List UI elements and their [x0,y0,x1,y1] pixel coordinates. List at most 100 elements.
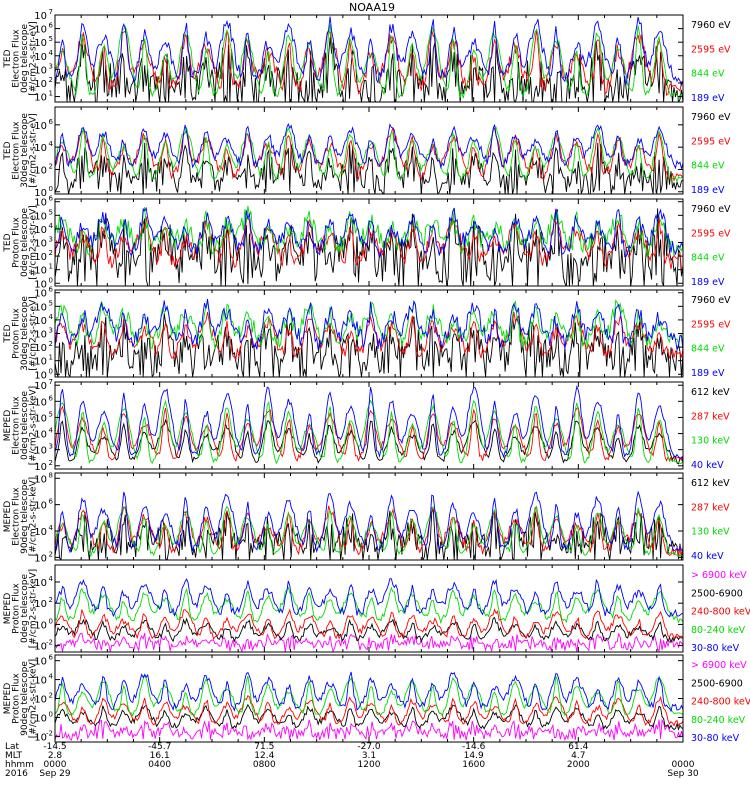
y-axis-label-line: MEPED [3,683,13,715]
y-tick-label: 10 [34,239,47,250]
y-tick-label: 10 [34,695,47,706]
y-tick-exponent: 2 [49,76,53,84]
y-axis-label-line: [#/cm2-s-str-eV] [29,296,39,371]
legend-label: 844 eV [691,253,725,264]
y-tick-label: 10 [34,121,47,132]
y-tick-label: 10 [34,370,47,381]
legend-label: 2595 eV [691,136,731,147]
legend-label: 287 keV [691,502,730,513]
series-line-30-80-kev [55,578,683,618]
y-tick-label: 10 [34,330,47,341]
y-axis-label-line: MEPED [3,501,13,533]
y-tick-label: 10 [34,302,47,313]
y-tick-exponent: 4 [49,575,54,583]
y-tick-label: 10 [34,381,47,392]
y-tick-exponent: 8 [49,471,53,479]
y-tick-label: 10 [34,11,47,22]
y-tick-exponent: 0 [49,617,53,625]
y-tick-exponent: 2 [49,249,53,257]
x-tick-label: 0800 [253,760,276,770]
y-tick-exponent: -2 [46,639,53,647]
series-line-7960-ev [55,313,683,377]
y-axis-label-line: Proton Flux [12,217,22,268]
legend-label: 130 keV [691,436,730,447]
y-axis-label-line: Electron Flux [12,396,22,455]
y-tick-exponent: 5 [49,410,53,418]
y-tick-exponent: 3 [49,236,53,244]
legend-label: 844 eV [691,69,725,80]
y-tick-label: 10 [34,279,47,290]
y-tick-label: 10 [34,599,47,610]
x-tick-label: 1600 [462,760,485,770]
y-tick-exponent: 0 [49,367,53,375]
series-line-130-kev [55,505,683,557]
series-line-80-240-kev [55,586,683,625]
y-axis-label-line: [#/cm2-s-str-keV] [29,659,39,738]
y-tick-exponent: 2 [49,596,53,604]
y-axis-label-line: Proton Flux [12,583,22,634]
x-tick-label: Sep 30 [667,769,699,779]
y-tick-exponent: 3 [49,327,53,335]
y-tick-label: 10 [34,527,47,538]
x-tick-label: 14.9 [464,751,484,761]
legend-label: 130 keV [691,527,730,538]
legend-label: 189 eV [691,93,725,104]
y-tick-label: 10 [34,52,47,63]
series-line-7960-ev [55,208,683,286]
y-axis-label-line: 0deg telescope [20,24,30,94]
y-axis-label-line: TED [3,141,13,160]
y-tick-exponent: 6 [49,195,54,203]
y-axis-label-line: MEPED [3,593,13,625]
series-line-240-800-kev [55,608,683,640]
legend-label: 7960 eV [691,20,731,31]
x-tick-label: 0000 [44,760,67,770]
y-axis-label-line: Electron Flux [12,29,22,88]
y-tick-label: 10 [34,446,47,457]
series-line-240-800-kev [55,694,683,727]
legend-label: 30-80 keV [691,643,740,654]
y-tick-exponent: 1 [49,354,53,362]
y-axis-label-line: 0deg telescope [20,391,30,461]
y-tick-exponent: 4 [49,140,54,148]
y-tick-exponent: 5 [49,208,53,216]
y-tick-exponent: -2 [46,729,53,737]
legend-label: 287 keV [691,411,730,422]
y-tick-exponent: 4 [49,524,54,532]
series-line-2595-ev [55,312,683,361]
legend-label: 30-80 keV [691,733,740,744]
y-tick-exponent: 6 [49,286,54,294]
legend-label: 2500-6900 [691,678,743,689]
y-tick-exponent: 1 [49,263,53,271]
x-tick-label: 4.7 [571,751,585,761]
y-tick-exponent: 4 [49,313,54,321]
y-tick-label: 10 [34,413,47,424]
y-tick-label: 10 [34,316,47,327]
y-tick-label: 10 [34,732,47,743]
legend-label: 189 eV [691,185,725,196]
y-tick-exponent: 7 [49,378,53,386]
y-tick-label: 10 [34,343,47,354]
series-line-189-ev [55,298,683,352]
series-line-189-ev [55,206,683,258]
y-axis-label-line: 90deg telescope [20,479,30,554]
legend-label: 612 keV [691,478,730,489]
y-tick-label: 10 [34,474,47,485]
y-axis-label-line: [#/cm2-s-str-keV] [29,477,39,556]
legend-label: 844 eV [691,161,725,172]
legend-label: 2500-6900 [691,588,743,599]
y-tick-label: 10 [34,188,47,199]
y-tick-exponent: 2 [49,550,53,558]
series-line-287-kev [55,405,683,463]
y-tick-exponent: 3 [49,443,53,451]
series-line-2595-ev [55,216,683,270]
y-tick-label: 10 [34,430,47,441]
y-tick-label: 10 [34,713,47,724]
x-tick-label: -14.6 [462,742,486,752]
series-line-2500-6900 [55,616,683,644]
